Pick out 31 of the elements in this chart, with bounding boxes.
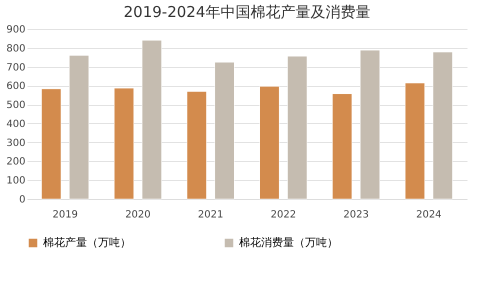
y-tick-label: 400 bbox=[6, 118, 26, 130]
x-tick-label: 2022 bbox=[270, 210, 296, 220]
y-tick-label: 500 bbox=[6, 100, 26, 112]
legend-label: 棉花消费量（万吨） bbox=[239, 236, 338, 249]
y-tick-label: 0 bbox=[19, 194, 26, 206]
y-tick-label: 300 bbox=[6, 138, 26, 149]
bar bbox=[404, 82, 425, 200]
bar bbox=[186, 91, 207, 200]
y-tick-label: 800 bbox=[6, 43, 26, 54]
y-tick-label: 100 bbox=[6, 176, 26, 187]
bar bbox=[142, 40, 162, 200]
bar bbox=[41, 88, 62, 200]
y-tick-label: 600 bbox=[6, 81, 26, 92]
x-tick-label: 2023 bbox=[343, 210, 369, 220]
x-tick-label: 2019 bbox=[52, 210, 78, 220]
y-tick-label: 700 bbox=[6, 62, 26, 74]
x-tick-label: 2021 bbox=[198, 210, 224, 220]
legend-label: 棉花产量（万吨） bbox=[43, 236, 131, 249]
bar bbox=[114, 88, 134, 200]
y-tick-label: 200 bbox=[6, 156, 26, 168]
bar bbox=[259, 86, 280, 200]
x-tick-label: 2020 bbox=[125, 210, 151, 220]
chart-title: 2019-2024年中国棉花产量及消费量 bbox=[124, 3, 370, 21]
bar bbox=[332, 94, 352, 200]
bar bbox=[69, 55, 90, 200]
bar bbox=[287, 56, 308, 200]
y-tick-label: 900 bbox=[6, 24, 26, 36]
bar bbox=[432, 52, 453, 200]
bar bbox=[214, 62, 235, 200]
bar bbox=[360, 50, 380, 200]
x-tick-label: 2024 bbox=[416, 210, 442, 220]
